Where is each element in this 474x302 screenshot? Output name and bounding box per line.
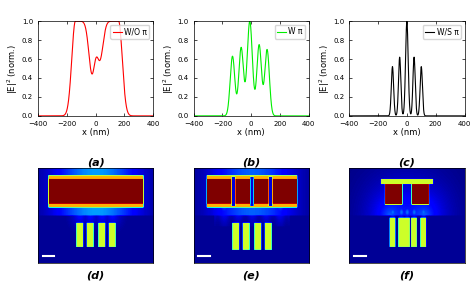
Text: (c): (c) xyxy=(399,158,415,168)
Legend: W/O π: W/O π xyxy=(110,25,149,39)
X-axis label: x (nm): x (nm) xyxy=(82,128,109,137)
Text: (a): (a) xyxy=(87,158,104,168)
Legend: W/S π: W/S π xyxy=(423,25,461,39)
Y-axis label: |E|$^2$ (norm.): |E|$^2$ (norm.) xyxy=(317,43,332,94)
Text: (b): (b) xyxy=(242,158,260,168)
X-axis label: x (nm): x (nm) xyxy=(237,128,265,137)
Y-axis label: |E|$^2$ (norm.): |E|$^2$ (norm.) xyxy=(6,43,20,94)
Text: (f): (f) xyxy=(399,270,414,280)
X-axis label: x (nm): x (nm) xyxy=(393,128,421,137)
Legend: W π: W π xyxy=(274,25,305,39)
Text: (e): (e) xyxy=(242,270,260,280)
Text: (d): (d) xyxy=(86,270,105,280)
Y-axis label: |E|$^2$ (norm.): |E|$^2$ (norm.) xyxy=(162,43,176,94)
